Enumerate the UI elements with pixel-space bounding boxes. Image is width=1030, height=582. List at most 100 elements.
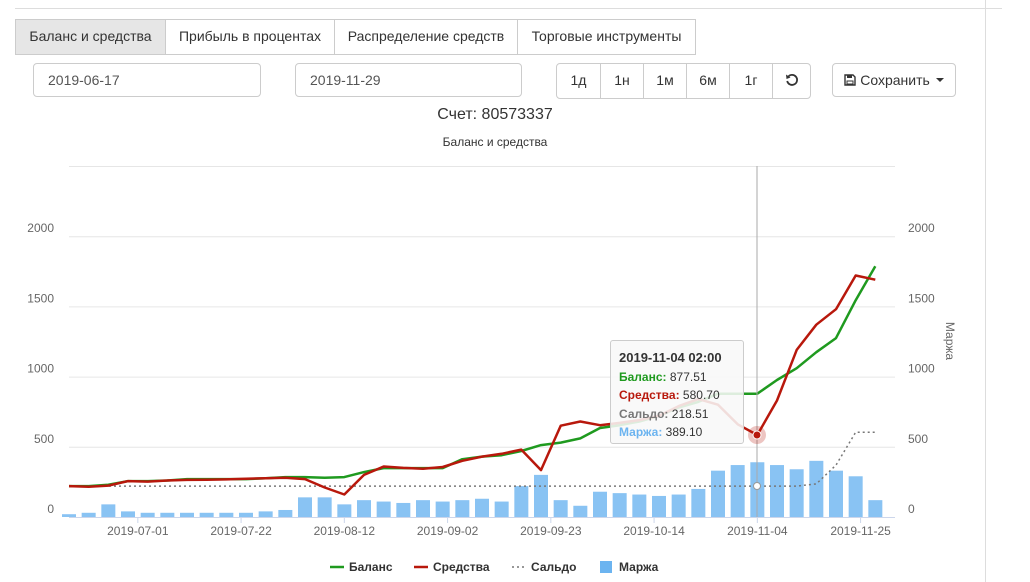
series-line (69, 431, 876, 487)
y2-tick-label: 2000 (908, 221, 935, 235)
x-tick-label: 2019-11-25 (830, 524, 891, 538)
tooltip: 2019-11-04 02:00 Баланс: 877.51 Средства… (610, 340, 744, 444)
range-button[interactable]: 1г (729, 63, 773, 99)
y2-tick-label: 500 (908, 432, 928, 446)
legend-label: Сальдо (531, 560, 576, 574)
tooltip-label: Маржа: (619, 425, 663, 439)
series-line (69, 265, 877, 488)
bar (789, 469, 804, 517)
bar (160, 512, 175, 517)
x-tick-label: 2019-08-12 (314, 524, 376, 538)
bar (317, 497, 332, 517)
tab[interactable]: Баланс и средства (15, 19, 166, 55)
tooltip-value: 877.51 (669, 369, 707, 384)
tooltip-value: 580.70 (682, 388, 720, 402)
caret (935, 78, 944, 82)
y2-tick-label: 1000 (908, 362, 935, 376)
chart-title: Счет: 80573337 (437, 106, 553, 123)
range-button[interactable]: 1д (556, 63, 601, 99)
bar (730, 465, 745, 517)
bar (416, 500, 430, 517)
bar (357, 500, 371, 517)
tab[interactable]: Торговые инструменты (517, 19, 696, 55)
bar (239, 512, 253, 517)
x-tick-label: 2019-11-04 (727, 524, 788, 538)
y-tick-label: 0 (47, 502, 54, 516)
chart-subtitle: Баланс и средства (443, 135, 548, 149)
bar (376, 501, 391, 517)
bar (396, 502, 411, 517)
save-icon (844, 74, 856, 86)
y-tick-label: 2000 (27, 221, 54, 235)
bar (573, 505, 588, 517)
x-tick-label: 2019-09-23 (520, 524, 582, 538)
legend-label: Баланс (349, 560, 393, 574)
legend-label: Средства (433, 560, 490, 574)
bar (199, 512, 214, 517)
bar (691, 488, 706, 517)
bar (868, 500, 883, 517)
date-from-input[interactable]: 2019-06-17 (33, 63, 261, 97)
bar (101, 504, 116, 517)
y-tick-label: 500 (34, 432, 54, 446)
y2-axis-title: Маржа (943, 322, 957, 361)
bar (612, 493, 627, 517)
tooltip-row: Средства: 580.70 (619, 386, 743, 405)
refresh-button[interactable] (772, 63, 811, 99)
bar (219, 512, 234, 517)
tab-bar: Баланс и средства Прибыль в процентах Ра… (15, 19, 696, 55)
hover-point (753, 482, 761, 490)
bar (534, 474, 548, 517)
bar (81, 512, 96, 517)
plot: 0 500 1000 1500 2000 0 500 1000 1500 2000 2019-07-… (27, 166, 935, 538)
y2-tick-label: 0 (908, 502, 915, 516)
date-to-input[interactable]: 2019-11-29 (295, 63, 522, 97)
bar (809, 460, 824, 517)
bar (848, 476, 863, 517)
legend-symbol (600, 561, 612, 573)
x-tick-label: 2019-10-14 (623, 524, 685, 538)
tooltip-row: Сальдо: 218.51 (619, 405, 743, 424)
tooltip-label: Сальдо: (619, 406, 669, 421)
bar (514, 486, 529, 517)
tab[interactable]: Прибыль в процентах (165, 19, 335, 55)
tooltip-label: Средства: (619, 388, 680, 402)
bar (337, 504, 352, 517)
bar (475, 498, 489, 517)
range-button[interactable]: 1м (643, 63, 687, 99)
tooltip-row: Маржа: 389.10 (619, 423, 743, 442)
bar (435, 501, 450, 517)
y-tick-label: 1500 (27, 291, 54, 305)
hover-point (752, 430, 762, 440)
bar (829, 470, 843, 517)
bar (711, 470, 725, 517)
tooltip-title: 2019-11-04 02:00 (619, 350, 722, 365)
bar (62, 514, 76, 517)
bar (180, 512, 194, 517)
save-label: Сохранить (860, 72, 930, 88)
bar (258, 511, 273, 517)
range-button[interactable]: 1н (600, 63, 644, 99)
bar (298, 497, 312, 517)
legend-label: Маржа (619, 560, 659, 574)
bar (121, 511, 135, 517)
bar (632, 494, 647, 517)
bar (553, 500, 568, 517)
bar (770, 465, 784, 517)
bar (455, 500, 470, 517)
bar (652, 495, 666, 517)
bar (494, 501, 509, 517)
tooltip-label: Баланс: (619, 369, 667, 384)
tooltip-row: Баланс: 877.51 (619, 368, 743, 387)
y2-tick-label: 1500 (908, 291, 935, 305)
bar (593, 491, 607, 517)
legend: Баланс Средства Сальдо Маржа (330, 560, 659, 574)
tab[interactable]: Распределение средств (334, 19, 518, 55)
save-button[interactable]: Сохранить (832, 63, 956, 97)
bar (278, 509, 293, 517)
bar (140, 512, 155, 517)
bar (671, 494, 686, 517)
x-tick-label: 2019-07-01 (107, 524, 169, 538)
range-button[interactable]: 6м (686, 63, 730, 99)
